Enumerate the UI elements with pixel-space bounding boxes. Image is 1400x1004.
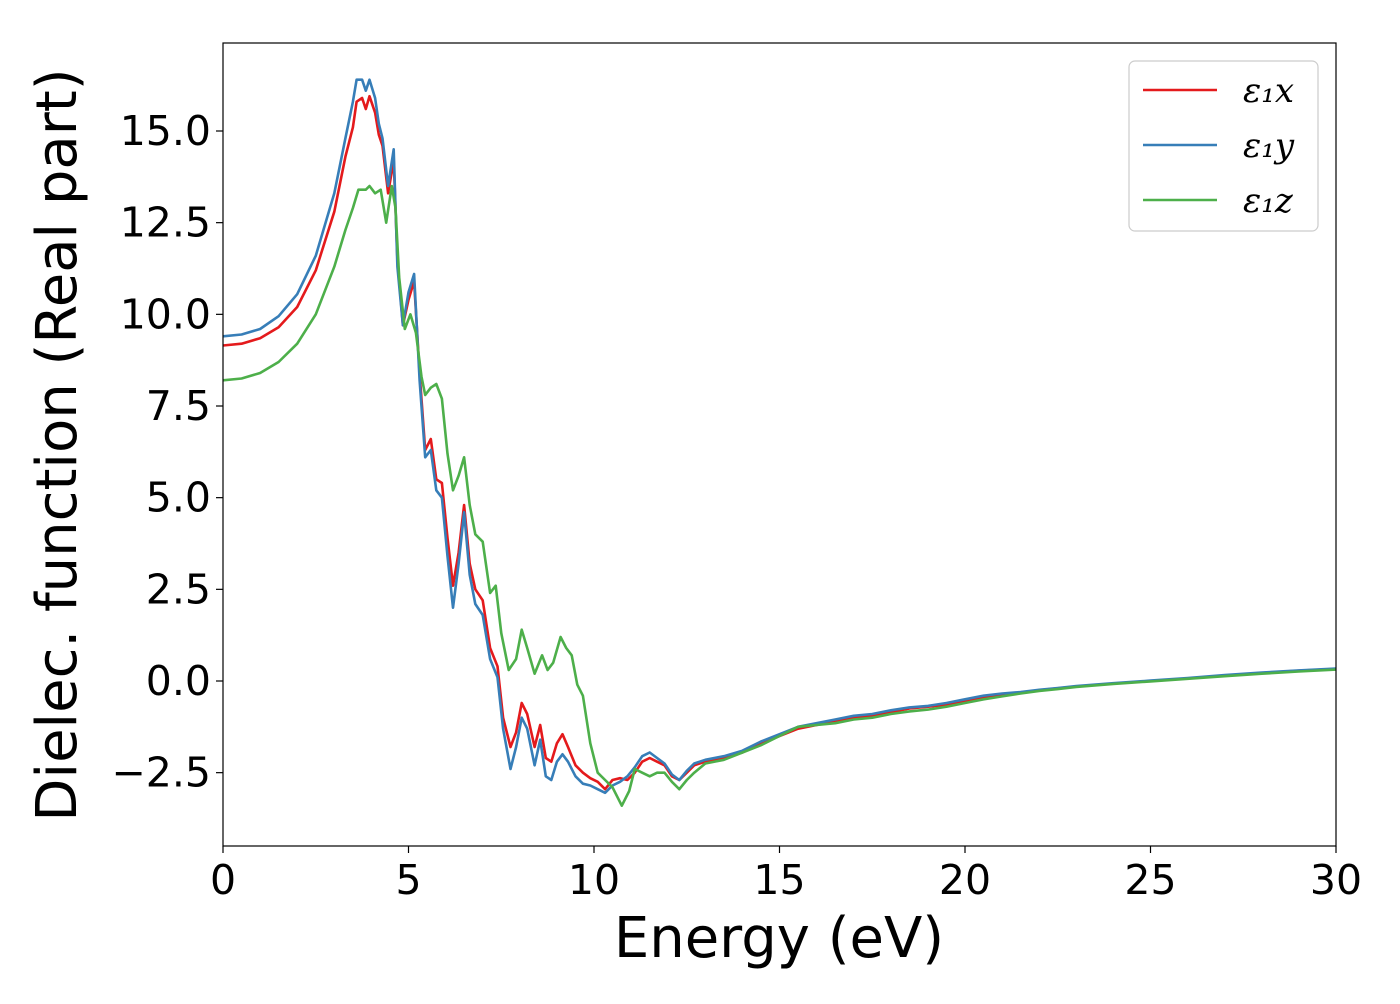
y-tick-label: 15.0 xyxy=(120,107,211,155)
y-tick-label: 2.5 xyxy=(146,565,211,613)
y-tick-label: 12.5 xyxy=(120,199,211,247)
x-axis-title: Energy (eV) xyxy=(614,906,944,971)
y-tick-label: 0.0 xyxy=(146,657,211,705)
x-axis: 0 5 10 15 20 25 30 xyxy=(210,846,1362,904)
y-axis-title: Dielec. function (Real part) xyxy=(25,68,90,821)
legend-box xyxy=(1128,60,1319,232)
y-tick-label: 7.5 xyxy=(146,382,211,430)
y-tick-label: 10.0 xyxy=(120,290,211,338)
y-tick-label: −2.5 xyxy=(111,749,211,797)
legend: ε₁x ε₁y ε₁z xyxy=(1128,60,1319,232)
x-tick-label: 25 xyxy=(1124,856,1176,904)
legend-label-1: ε₁x xyxy=(1243,71,1294,111)
legend-label-2: ε₁y xyxy=(1243,126,1295,166)
x-tick-label: 0 xyxy=(210,856,236,904)
x-tick-label: 15 xyxy=(753,856,805,904)
y-tick-label: 5.0 xyxy=(146,474,211,522)
x-tick-label: 5 xyxy=(395,856,421,904)
series-layer xyxy=(223,78,1336,808)
x-tick-label: 20 xyxy=(939,856,991,904)
x-tick-label: 10 xyxy=(568,856,620,904)
series-line-2 xyxy=(223,78,1336,795)
y-axis: −2.5 0.0 2.5 5.0 7.5 10.0 12.5 15.0 xyxy=(111,107,223,797)
x-tick-label: 30 xyxy=(1310,856,1362,904)
legend-label-3: ε₁z xyxy=(1243,181,1294,221)
series-line-3 xyxy=(223,184,1336,808)
